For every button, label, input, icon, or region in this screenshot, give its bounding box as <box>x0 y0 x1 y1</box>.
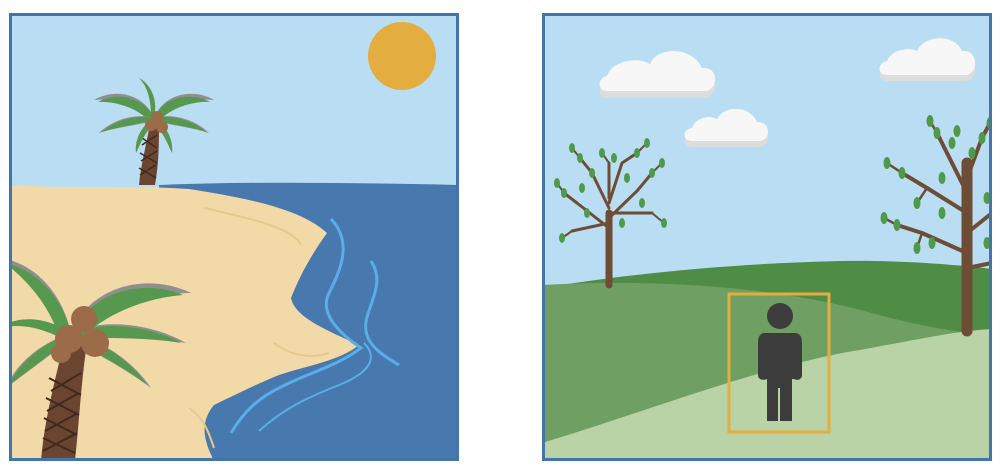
cloud-icon <box>599 50 716 98</box>
cloud-icon <box>684 108 768 147</box>
meadow-scene-illustration <box>542 13 992 461</box>
person-icon <box>758 303 802 421</box>
cloud-icon <box>879 38 976 81</box>
sand-line <box>203 207 302 246</box>
beach-sand <box>9 185 359 461</box>
wave <box>258 342 372 432</box>
bounding-box <box>727 292 831 434</box>
palm-tree-icon <box>94 78 214 185</box>
sand-line <box>273 342 330 357</box>
beach-scene-illustration <box>9 13 459 461</box>
sun-icon <box>368 22 436 90</box>
tree-icon <box>554 138 667 289</box>
wave <box>229 217 364 434</box>
wave <box>364 260 400 367</box>
meadow-scene-panel <box>542 13 992 461</box>
palm-tree-icon <box>9 259 191 461</box>
sand-line <box>188 407 215 449</box>
beach-scene-panel <box>9 13 459 461</box>
